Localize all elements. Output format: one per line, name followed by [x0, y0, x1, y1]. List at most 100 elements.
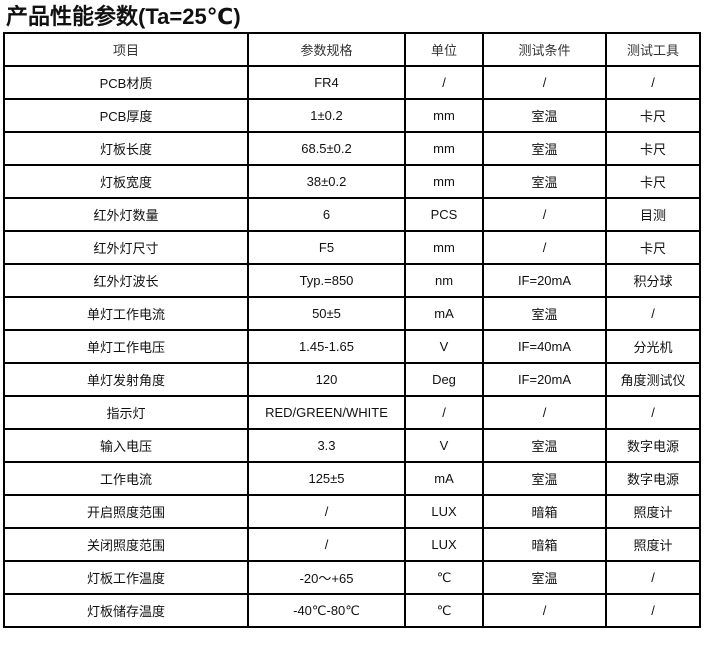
cell-condition: IF=20mA: [482, 263, 607, 298]
table-row: PCB材质 FR4// /: [3, 65, 701, 100]
cell-tool: 卡尺: [605, 98, 701, 133]
cell-spec: FR4: [247, 65, 406, 100]
header-tool: 测试工具: [605, 32, 701, 67]
cell-item: 红外灯数量: [3, 197, 249, 232]
cell-tool: 卡尺: [605, 230, 701, 265]
table-row: 关闭照度范围 / LUX 暗箱 照度计: [3, 527, 701, 562]
cell-tool: 分光机: [605, 329, 701, 364]
cell-unit: V: [404, 329, 484, 364]
cell-item: 开启照度范围: [3, 494, 249, 529]
cell-condition: 室温: [482, 98, 607, 133]
cell-condition: 室温: [482, 296, 607, 331]
cell-item: 输入电压: [3, 428, 249, 463]
table-row: 红外灯波长 Typ.=850 nm IF=20mA 积分球: [3, 263, 701, 298]
cell-tool: 积分球: [605, 263, 701, 298]
cell-unit: Deg: [404, 362, 484, 397]
cell-tool: 数字电源: [605, 461, 701, 496]
cell-condition: IF=40mA: [482, 329, 607, 364]
cell-item: 单灯发射角度: [3, 362, 249, 397]
cell-tool: 数字电源: [605, 428, 701, 463]
cell-spec: F5: [247, 230, 406, 265]
cell-item: PCB材质: [3, 65, 249, 100]
cell-unit: ℃: [404, 593, 484, 628]
cell-item: 灯板宽度: [3, 164, 249, 199]
cell-spec: -40℃-80℃: [247, 593, 406, 628]
cell-tool: 卡尺: [605, 131, 701, 166]
table-row: 灯板工作温度 -20～+65 ℃ 室温 /: [3, 560, 701, 595]
cell-unit: PCS: [404, 197, 484, 232]
cell-spec: -20～+65: [247, 560, 406, 595]
table-row: 单灯工作电压 1.45-1.65 V IF=40mA 分光机: [3, 329, 701, 364]
cell-condition: 暗箱: [482, 494, 607, 529]
cell-condition: /: [482, 197, 607, 232]
cell-spec: 68.5±0.2: [247, 131, 406, 166]
cell-item: PCB厚度: [3, 98, 249, 133]
cell-unit: /: [404, 65, 484, 100]
table-row: 红外灯数量 6 PCS / 目测: [3, 197, 701, 232]
cell-condition: 室温: [482, 164, 607, 199]
cell-unit: mm: [404, 98, 484, 133]
cell-unit: V: [404, 428, 484, 463]
cell-unit: mm: [404, 131, 484, 166]
cell-tool: /: [605, 560, 701, 595]
cell-condition: 室温: [482, 461, 607, 496]
cell-condition: 室温: [482, 428, 607, 463]
cell-tool: 卡尺: [605, 164, 701, 199]
cell-tool: 照度计: [605, 527, 701, 562]
cell-spec: /: [247, 527, 406, 562]
cell-spec: 1.45-1.65: [247, 329, 406, 364]
cell-unit: mA: [404, 461, 484, 496]
cell-spec: 1±0.2: [247, 98, 406, 133]
cell-condition: /: [482, 395, 607, 430]
cell-spec: 120: [247, 362, 406, 397]
cell-spec: 125±5: [247, 461, 406, 496]
cell-tool: 角度测试仪: [605, 362, 701, 397]
cell-unit: mm: [404, 230, 484, 265]
cell-condition: 暗箱: [482, 527, 607, 562]
cell-condition: /: [482, 593, 607, 628]
cell-spec: 50±5: [247, 296, 406, 331]
cell-item: 红外灯尺寸: [3, 230, 249, 265]
cell-condition: 室温: [482, 560, 607, 595]
cell-tool: /: [605, 65, 701, 100]
header-row: 项目 参数规格 单位 测试条件 测试工具: [3, 32, 701, 67]
table-row: 单灯工作电流 50±5 mA 室温 /: [3, 296, 701, 331]
cell-item: 灯板长度: [3, 131, 249, 166]
cell-unit: mA: [404, 296, 484, 331]
cell-unit: LUX: [404, 494, 484, 529]
table-row: 工作电流 125±5 mA 室温 数字电源: [3, 461, 701, 496]
table-row: 灯板储存温度 -40℃-80℃ ℃ / /: [3, 593, 701, 628]
cell-item: 红外灯波长: [3, 263, 249, 298]
spec-table: 项目 参数规格 单位 测试条件 测试工具 PCB材质 FR4// / PCB厚度 1±0.2 mm 室…: [3, 32, 701, 628]
cell-tool: 照度计: [605, 494, 701, 529]
cell-tool: 目测: [605, 197, 701, 232]
cell-item: 灯板工作温度: [3, 560, 249, 595]
page-title: 产品性能参数(Ta=25℃): [6, 4, 241, 29]
header-spec: 参数规格: [247, 32, 406, 67]
table-row: 灯板长度 68.5±0.2 mm 室温 卡尺: [3, 131, 701, 166]
cell-spec: /: [247, 494, 406, 529]
cell-condition: /: [482, 65, 607, 100]
cell-condition: IF=20mA: [482, 362, 607, 397]
cell-spec: Typ.=850: [247, 263, 406, 298]
table-row: 红外灯尺寸 F5 mm / 卡尺: [3, 230, 701, 265]
cell-tool: /: [605, 395, 701, 430]
cell-spec: 6: [247, 197, 406, 232]
header-unit: 单位: [404, 32, 484, 67]
cell-unit: ℃: [404, 560, 484, 595]
cell-item: 指示灯: [3, 395, 249, 430]
header-item: 项目: [3, 32, 249, 67]
cell-item: 工作电流: [3, 461, 249, 496]
cell-item: 单灯工作电压: [3, 329, 249, 364]
cell-unit: /: [404, 395, 484, 430]
cell-condition: 室温: [482, 131, 607, 166]
cell-spec: 38±0.2: [247, 164, 406, 199]
table-row: 输入电压 3.3 V 室温 数字电源: [3, 428, 701, 463]
cell-item: 关闭照度范围: [3, 527, 249, 562]
cell-spec: 3.3: [247, 428, 406, 463]
table-row: 指示灯 RED/GREEN/WHITE / / /: [3, 395, 701, 430]
cell-unit: mm: [404, 164, 484, 199]
cell-item: 单灯工作电流: [3, 296, 249, 331]
cell-condition: /: [482, 230, 607, 265]
header-condition: 测试条件: [482, 32, 607, 67]
